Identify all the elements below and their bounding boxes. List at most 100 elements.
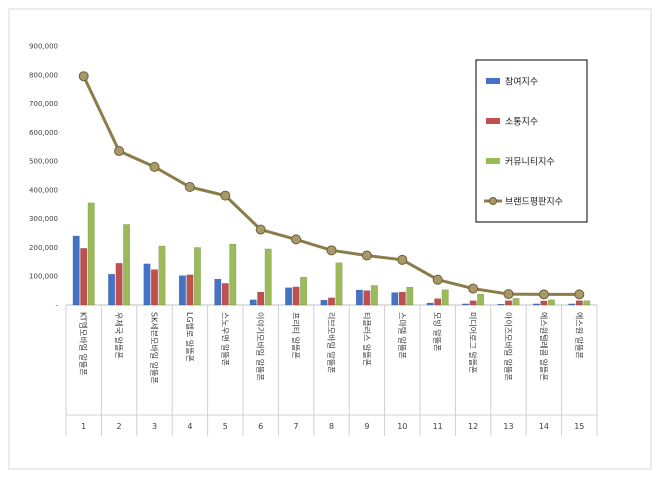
bar-커뮤니티지수 (123, 224, 131, 306)
bar-커뮤니티지수 (441, 289, 449, 306)
line-point-브랜드평판지수 (503, 289, 514, 300)
bar-소통지수 (186, 274, 194, 306)
bar-참여지수 (214, 278, 222, 306)
y-tick-label: 500,000 (29, 158, 58, 166)
bar-참여지수 (108, 274, 116, 306)
category-label: KT엠모바일 알뜰폰 (79, 312, 89, 376)
bar-참여지수 (497, 303, 505, 306)
line-point-브랜드평판지수 (361, 250, 372, 261)
bar-커뮤니티지수 (477, 293, 485, 306)
bar-참여지수 (568, 303, 576, 306)
category-label: LG헬로 알뜰폰 (185, 312, 195, 362)
rank-label: 14 (539, 422, 549, 431)
bar-참여지수 (285, 287, 293, 306)
legend-label: 커뮤니티지수 (505, 157, 555, 168)
category-label: SK세븐모바일 알뜰폰 (150, 312, 160, 384)
bar-커뮤니티지수 (547, 299, 555, 306)
bar-커뮤니티지수 (229, 243, 237, 306)
bar-소통지수 (363, 290, 371, 306)
rank-label: 1 (81, 422, 86, 431)
bar-소통지수 (221, 283, 229, 306)
line-point-브랜드평판지수 (397, 254, 408, 265)
legend-swatch (486, 158, 500, 164)
bar-소통지수 (80, 248, 88, 306)
bar-참여지수 (355, 289, 363, 306)
rank-label: 9 (364, 422, 369, 431)
bar-소통지수 (469, 300, 477, 306)
bar-소통지수 (575, 300, 583, 306)
legend-box (475, 59, 588, 223)
category-label: 리브모바일 알뜰폰 (327, 312, 337, 373)
category-label: 우체국 알뜰폰 (114, 312, 124, 359)
category-label: 에스원텔레콤 알뜰폰 (539, 312, 549, 381)
category-label: 티플러스 알뜰폰 (362, 312, 372, 366)
y-tick-label: 200,000 (29, 244, 58, 252)
rank-label: 13 (503, 422, 513, 431)
line-point-브랜드평판지수 (326, 245, 337, 256)
line-point-브랜드평판지수 (291, 234, 302, 245)
bars-group (72, 202, 591, 306)
bar-참여지수 (249, 299, 257, 306)
bar-커뮤니티지수 (406, 286, 414, 306)
bar-커뮤니티지수 (193, 247, 201, 306)
bar-소통지수 (540, 300, 548, 306)
legend-label: 참여지수 (505, 76, 538, 88)
line-point-브랜드평판지수 (114, 146, 125, 157)
category-label: 이야기모바일 알뜰폰 (256, 312, 266, 381)
rank-label: 15 (574, 422, 584, 431)
bar-소통지수 (292, 286, 300, 306)
category-label: 미디어로그 알뜰폰 (468, 312, 478, 373)
bar-참여지수 (143, 263, 151, 306)
bar-참여지수 (72, 235, 80, 306)
bar-소통지수 (257, 291, 265, 306)
line-point-브랜드평판지수 (432, 274, 443, 285)
line-point-브랜드평판지수 (220, 190, 231, 201)
y-tick-label: 700,000 (29, 100, 58, 108)
rank-label: 4 (187, 422, 192, 431)
category-labels-group: KT엠모바일 알뜰폰 1 우체국 알뜰폰 2 SK세븐모바일 알뜰폰 3 LG헬로 알뜰폰 4… (79, 312, 585, 431)
rank-label: 2 (117, 422, 122, 431)
category-label: 아이즈모바일 알뜰폰 (504, 312, 514, 381)
bar-참여지수 (320, 299, 328, 306)
y-tick-label: 300,000 (29, 215, 58, 223)
legend-swatch-marker (489, 197, 497, 205)
bar-커뮤니티지수 (335, 262, 343, 306)
y-tick-label: - (55, 302, 58, 310)
bar-소통지수 (328, 297, 335, 306)
y-tick-label: 900,000 (29, 43, 58, 51)
bar-소통지수 (398, 291, 406, 306)
rank-label: 10 (397, 422, 407, 431)
line-point-브랜드평판지수 (255, 224, 266, 235)
bar-소통지수 (115, 263, 123, 306)
rank-label: 3 (152, 422, 157, 431)
legend-label: 소통지수 (505, 117, 538, 128)
rank-label: 5 (223, 422, 228, 431)
bar-소통지수 (505, 300, 512, 306)
category-label: 스마텔 알뜰폰 (397, 312, 407, 359)
y-tick-label: 800,000 (29, 71, 58, 79)
bar-참여지수 (391, 292, 399, 306)
axes-group: - 100,000 200,000 300,000 400,000 500,000 600,… (29, 43, 598, 436)
bar-커뮤니티지수 (158, 245, 166, 306)
rank-label: 11 (433, 422, 443, 431)
line-point-브랜드평판지수 (574, 289, 585, 300)
bar-참여지수 (178, 275, 186, 306)
legend-swatch (486, 118, 500, 124)
bar-참여지수 (426, 302, 434, 306)
line-group (78, 71, 585, 300)
bar-참여지수 (462, 303, 470, 306)
y-tick-label: 100,000 (29, 273, 58, 281)
rank-label: 12 (468, 422, 478, 431)
line-point-브랜드평판지수 (184, 182, 195, 193)
bar-참여지수 (532, 303, 540, 306)
legend-label: 브랜드평판지수 (505, 197, 563, 208)
y-tick-label: 400,000 (29, 186, 58, 194)
bar-커뮤니티지수 (583, 300, 591, 306)
bar-커뮤니티지수 (87, 202, 95, 306)
rank-label: 6 (258, 422, 263, 431)
category-label: 프리티 알뜰폰 (291, 312, 301, 359)
line-point-브랜드평판지수 (538, 289, 549, 300)
